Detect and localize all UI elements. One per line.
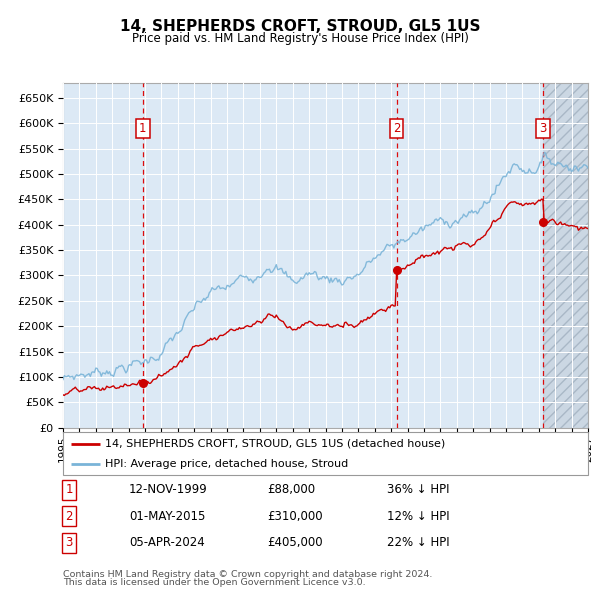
Text: Contains HM Land Registry data © Crown copyright and database right 2024.: Contains HM Land Registry data © Crown c…	[63, 571, 433, 579]
Text: 36% ↓ HPI: 36% ↓ HPI	[387, 483, 449, 496]
Text: 3: 3	[539, 122, 547, 135]
Text: HPI: Average price, detached house, Stroud: HPI: Average price, detached house, Stro…	[105, 459, 348, 469]
Text: £88,000: £88,000	[267, 483, 315, 496]
Text: 2: 2	[65, 510, 73, 523]
Bar	[543, 73, 588, 428]
Text: 22% ↓ HPI: 22% ↓ HPI	[387, 536, 449, 549]
Text: £405,000: £405,000	[267, 536, 323, 549]
Text: 1: 1	[139, 122, 146, 135]
Bar	[543, 73, 588, 428]
Text: 1: 1	[65, 483, 73, 496]
Text: 05-APR-2024: 05-APR-2024	[129, 536, 205, 549]
Text: 14, SHEPHERDS CROFT, STROUD, GL5 1US: 14, SHEPHERDS CROFT, STROUD, GL5 1US	[120, 19, 480, 34]
Text: 14, SHEPHERDS CROFT, STROUD, GL5 1US (detached house): 14, SHEPHERDS CROFT, STROUD, GL5 1US (de…	[105, 438, 445, 448]
Text: Price paid vs. HM Land Registry's House Price Index (HPI): Price paid vs. HM Land Registry's House …	[131, 32, 469, 45]
Text: 3: 3	[65, 536, 73, 549]
Text: £310,000: £310,000	[267, 510, 323, 523]
FancyBboxPatch shape	[63, 432, 588, 475]
Text: This data is licensed under the Open Government Licence v3.0.: This data is licensed under the Open Gov…	[63, 578, 365, 587]
Text: 12-NOV-1999: 12-NOV-1999	[129, 483, 208, 496]
Text: 12% ↓ HPI: 12% ↓ HPI	[387, 510, 449, 523]
Text: 2: 2	[393, 122, 400, 135]
Text: 01-MAY-2015: 01-MAY-2015	[129, 510, 205, 523]
